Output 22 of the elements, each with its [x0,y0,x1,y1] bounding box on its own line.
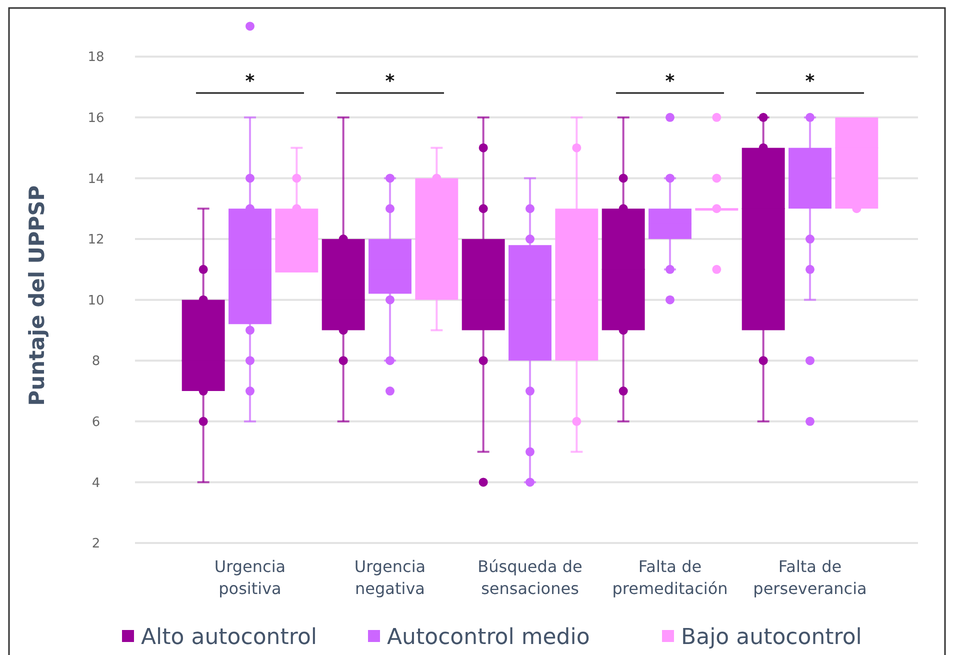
legend-label: Alto autocontrol [141,625,318,650]
x-tick-label: Urgencia positiva [214,557,286,598]
x-tick-label: Urgencia negativa [354,557,426,598]
y-tick-label: 2 [92,536,100,552]
annotation: * [385,71,396,92]
y-axis-title: Puntaje del UPPSP [25,185,49,406]
y-tick-label: 14 [88,172,104,187]
y-tick-label: 18 [88,50,104,66]
y-tick-label: 12 [88,232,104,248]
annotation: * [665,71,676,92]
x-tick-label: Búsqueda de sensaciones [478,557,582,598]
y-tick-label: 16 [88,110,104,126]
legend-label: Autocontrol medio [387,625,590,650]
annotation: * [805,71,816,92]
y-tick-label: 4 [92,476,100,491]
annotation: * [245,71,256,92]
legend-label: Bajo autocontrol [681,625,862,650]
x-tick-label: Falta de perseverancia [753,557,867,598]
x-tick-label: Falta de premeditación [612,557,728,598]
y-tick-label: 6 [92,414,100,430]
y-tick-label: 10 [88,293,104,308]
y-tick-label: 8 [92,354,100,370]
